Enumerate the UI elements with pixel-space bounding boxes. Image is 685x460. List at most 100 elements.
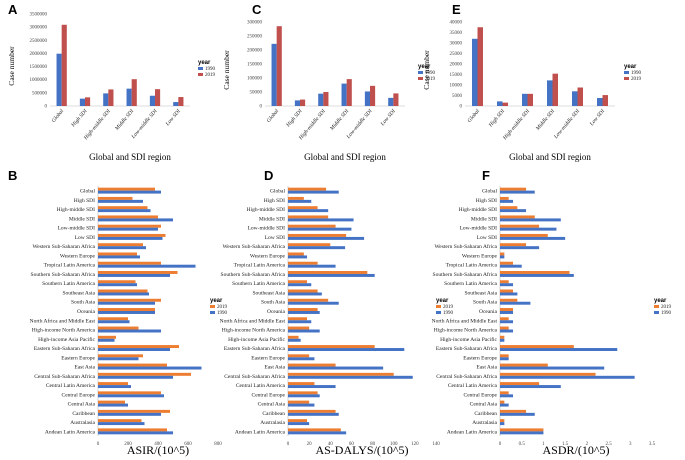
region-label: Western Europe: [250, 253, 286, 259]
y-tick-label: 2500000: [30, 39, 48, 44]
x-tick-label: High SDI: [70, 108, 89, 130]
region-label: Western Europe: [60, 253, 96, 259]
region-label: Southern Latin America: [232, 281, 285, 287]
bar-2019: [98, 363, 167, 367]
chart-panel-a: A 0 500000 1000000 1500000 2000000 2500000 3000…: [7, 2, 216, 162]
region-label: Southern Sub-Saharan Africa: [221, 271, 286, 278]
region-label: Southern Sub-Saharan Africa: [433, 271, 498, 278]
x-tick-label: 80: [370, 442, 376, 447]
bar-1990: [500, 348, 618, 351]
legend-label-2019: 2019: [205, 73, 216, 78]
bar-1990: [341, 83, 347, 106]
region-label: Central Sub-Saharan Africa: [224, 373, 285, 380]
bar-1990: [288, 292, 322, 296]
region-label: Low-middle SDI: [58, 226, 96, 232]
x-tick-label: Low SDI: [588, 108, 606, 128]
bar-1990: [288, 273, 375, 277]
bar-1990: [98, 320, 130, 324]
legend-label-1990: 1990: [631, 71, 642, 76]
bar-1990: [288, 246, 346, 250]
bar-2019: [288, 419, 308, 423]
bar-1990: [98, 357, 139, 361]
legend-swatch-2019: [436, 305, 441, 308]
legend-swatch-2019: [418, 77, 423, 80]
bar-2019: [370, 85, 376, 106]
y-axis-title: Case number: [222, 50, 231, 90]
legend-title: year: [210, 298, 223, 304]
bar-1990: [98, 264, 196, 268]
x-axis-title: Global and SDI region: [509, 152, 591, 162]
x-tick-label: Low-middle SDI: [553, 108, 582, 141]
panel-letter: A: [8, 2, 18, 17]
bar-2019: [500, 428, 544, 432]
y-axis-title: Case number: [7, 46, 16, 86]
x-tick-label: Low SDI: [164, 108, 182, 128]
bar-2019: [98, 271, 178, 274]
bar-2019: [288, 363, 336, 367]
region-label: North Africa and Middle East: [30, 317, 96, 324]
y-tick-label: 10000: [450, 84, 463, 89]
bar-1990: [547, 80, 553, 106]
panel-letter: F: [482, 168, 490, 183]
bar-2019: [98, 354, 143, 358]
y-tick-label: 200000: [247, 49, 263, 54]
bar-1990: [288, 218, 354, 222]
bar-2019: [500, 409, 527, 413]
bar-2019: [98, 326, 139, 330]
bar-1990: [288, 311, 320, 314]
region-label: Southeast Asia: [464, 290, 497, 296]
x-tick-label: Global: [266, 108, 281, 124]
region-label: East Asia: [476, 365, 497, 371]
bar-1990: [288, 236, 365, 240]
region-label: Central Latin America: [448, 383, 498, 389]
bar-2019: [288, 308, 318, 311]
bar-2019: [500, 224, 540, 228]
bar-1990: [500, 385, 561, 389]
panel-letter: B: [8, 168, 17, 183]
bar-2019: [500, 252, 505, 256]
bar-2019: [98, 206, 148, 210]
bar-1990: [288, 412, 339, 416]
region-label: High SDI: [74, 198, 95, 204]
bar-2019: [500, 326, 509, 330]
bar-1990: [500, 320, 514, 324]
legend-label-2019: 2019: [661, 305, 672, 310]
y-tick-label: 50000: [250, 91, 263, 96]
x-tick-label: Middle SDI: [329, 108, 351, 133]
bar-1990: [500, 394, 514, 398]
region-label: Eastern Europe: [61, 355, 95, 361]
legend-label-1990: 1990: [661, 311, 672, 316]
bar-1990: [79, 98, 85, 106]
region-label: High-income North America: [434, 328, 498, 334]
bar-2019: [288, 196, 304, 200]
x-tick-label: 0: [287, 442, 290, 447]
bar-2019: [288, 317, 308, 321]
region-label: Low SDI: [75, 235, 95, 241]
bar-2019: [108, 89, 114, 106]
bar-1990: [500, 273, 574, 277]
bar-2019: [288, 428, 341, 432]
bar-1990: [98, 403, 128, 407]
region-label: Western Sub-Saharan Africa: [223, 243, 286, 250]
bar-1990: [288, 385, 336, 389]
x-axis-title: AS-DALYS/(10^5): [315, 443, 408, 457]
bar-1990: [288, 348, 405, 351]
legend-title: year: [198, 60, 211, 66]
bar-1990: [98, 246, 146, 250]
region-label: Australasia: [472, 420, 497, 426]
legend-label-1990: 1990: [205, 67, 216, 72]
x-tick-label: 0: [97, 442, 100, 447]
x-tick-label: High-middle SDI: [502, 108, 532, 142]
region-label: Eastern Europe: [251, 355, 285, 361]
y-tick-label: 3500000: [30, 13, 48, 18]
region-label: Eastern Sub-Saharan Africa: [224, 345, 286, 352]
bar-2019: [323, 92, 329, 106]
x-tick-label: 120: [411, 442, 419, 447]
bar-2019: [288, 345, 375, 349]
bar-1990: [98, 283, 137, 287]
region-label: Western Sub-Saharan Africa: [33, 243, 96, 250]
legend-swatch-1990: [654, 311, 659, 314]
region-label: South Asia: [261, 300, 286, 306]
bar-1990: [98, 431, 173, 435]
x-tick-label: 200: [124, 442, 132, 447]
